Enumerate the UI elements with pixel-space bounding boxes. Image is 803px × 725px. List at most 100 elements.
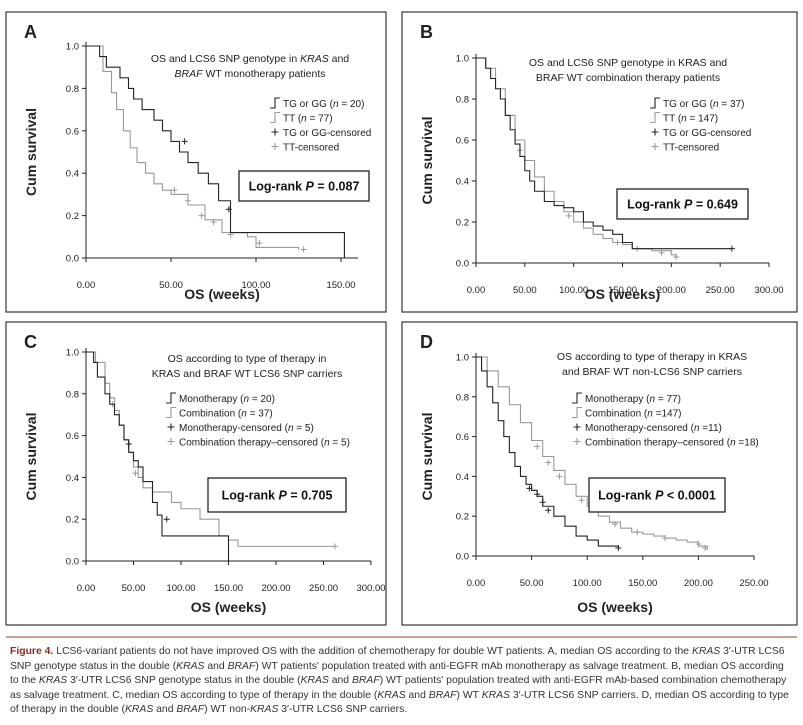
legend-censor-swatch: [167, 423, 175, 431]
chart-panel-c: C 0.0 0.2 0.4 0.6 0.8 1.0 0.00 50.00 100.00 150.00…: [5, 321, 387, 626]
survival-curve: [476, 356, 619, 549]
panel-title-line-1: OS according to type of therapy in: [168, 353, 327, 365]
x-axis-title: OS (weeks): [184, 286, 259, 302]
legend-step-swatch: [166, 406, 176, 419]
censor-mark: [539, 499, 546, 506]
y-axis-title: Cum survival: [23, 108, 39, 196]
x-tick-label: 0.00: [467, 285, 486, 296]
x-tick-label: 50.00: [122, 583, 146, 594]
y-tick-label: 0.8: [456, 392, 469, 403]
legend-censor-swatch: [573, 438, 581, 445]
panel-frame: [401, 321, 798, 626]
x-tick-label: 100.00: [559, 285, 588, 296]
censor-mark: [615, 545, 622, 552]
caption-segment: BRAF: [351, 675, 380, 687]
legend-step-swatch: [166, 392, 176, 404]
censor-mark: [534, 443, 541, 450]
caption-segment: ) WT: [456, 689, 482, 701]
caption-segment: 3′-UTR LCS6 SNP carriers. D, median OS a…: [10, 689, 789, 716]
legend-censor-swatch: [651, 128, 659, 136]
legend-label: Monotherapy-censored (n = 5): [179, 423, 314, 434]
censor-mark: [545, 507, 552, 514]
y-tick-label: 0.0: [456, 552, 469, 563]
panel-title-line-1: OS and LCS6 SNP genotype in KRAS and: [151, 53, 349, 65]
legend-label: TG or GG (n = 20): [283, 99, 364, 110]
y-tick-label: 0.4: [456, 472, 469, 483]
censor-mark: [545, 459, 552, 466]
caption-segment: BRAF: [428, 689, 457, 701]
panel-label: A: [24, 22, 37, 42]
caption-segment: and: [405, 689, 429, 701]
caption-segment: KRAS: [300, 675, 329, 687]
legend-label: TT (n = 147): [663, 114, 718, 125]
censor-mark: [225, 206, 232, 213]
y-tick-label: 0.0: [66, 254, 79, 265]
logrank-text: Log-rank P = 0.705: [222, 489, 333, 503]
x-tick-label: 250.00: [739, 578, 768, 589]
y-tick-label: 0.6: [456, 432, 469, 443]
censor-mark: [256, 240, 263, 247]
legend-label: Combination therapy–censored (n =18): [585, 438, 759, 449]
survival-charts: A 0.0 0.2 0.4 0.6 0.8 1.0 0.00 50.00 100.00 150.00…: [5, 11, 798, 626]
y-tick-label: 0.6: [66, 126, 79, 137]
censor-mark: [534, 491, 541, 498]
caption-segment: KRAS: [176, 660, 205, 672]
caption-figure-label: Figure 4.: [10, 646, 54, 657]
x-axis-title: OS (weeks): [585, 286, 660, 302]
x-tick-label: 0.00: [467, 578, 486, 589]
legend-step-swatch: [650, 111, 660, 124]
legend-label: TG or GG-censored: [283, 128, 371, 139]
caption-segment: BRAF: [176, 704, 205, 716]
x-tick-label: 0.00: [77, 280, 96, 291]
caption-segment: KRAS: [481, 689, 510, 701]
censor-mark: [163, 516, 170, 523]
legend-censor-swatch: [167, 438, 175, 445]
legend-censor-swatch: [271, 128, 279, 136]
legend-step-swatch: [572, 392, 582, 404]
panel-label: B: [420, 22, 433, 42]
y-tick-label: 0.0: [66, 557, 79, 568]
censor-mark: [300, 246, 307, 253]
legend-step-swatch: [650, 97, 660, 109]
chart-panel-a: A 0.0 0.2 0.4 0.6 0.8 1.0 0.00 50.00 100.00 150.00…: [5, 11, 387, 313]
legend-censor-swatch: [573, 423, 581, 431]
x-tick-label: 150.00: [326, 280, 355, 291]
censor-mark: [578, 497, 585, 504]
caption-segment: and: [328, 675, 352, 687]
logrank-box: [207, 477, 347, 513]
y-tick-label: 0.4: [66, 169, 79, 180]
survival-curve: [476, 57, 732, 250]
legend-label: TG or GG (n = 37): [663, 99, 744, 110]
caption-segment: KRAS: [124, 704, 154, 716]
caption-segment: ) WT non-: [204, 704, 251, 716]
y-tick-label: 0.2: [66, 515, 79, 526]
x-tick-label: 250.00: [706, 285, 735, 296]
y-tick-label: 0.6: [66, 431, 79, 442]
panel-label: D: [420, 332, 433, 352]
logrank-text: Log-rank P = 0.649: [627, 198, 738, 212]
logrank-box: [238, 170, 370, 202]
x-tick-label: 150.00: [628, 578, 657, 589]
legend-censor-swatch: [651, 143, 659, 150]
y-tick-label: 0.0: [456, 259, 469, 270]
caption-segment: LCS6-variant patients do not have improv…: [53, 646, 692, 657]
y-axis-title: Cum survival: [419, 117, 435, 205]
y-tick-label: 0.8: [66, 389, 79, 400]
x-tick-label: 250.00: [309, 583, 338, 594]
caption-segment: KRAS: [691, 646, 721, 657]
chart-panel-b: B 0.0 0.2 0.4 0.6 0.8 1.0 0.00 50.00 100.00 150.00…: [401, 11, 798, 313]
y-tick-label: 0.8: [456, 95, 469, 106]
chart-panel-d: D 0.0 0.2 0.4 0.6 0.8 1.0 0.00 50.00 100.00 150.00…: [401, 321, 798, 626]
y-tick-label: 0.2: [456, 512, 469, 523]
x-tick-label: 100.00: [241, 280, 270, 291]
x-tick-label: 150.00: [214, 583, 243, 594]
x-axis-title: OS (weeks): [191, 599, 266, 615]
legend-label: Monotherapy (n = 77): [585, 394, 681, 405]
panel-title-line-2: BRAF WT combination therapy patients: [536, 72, 720, 84]
panel-frame: [401, 11, 798, 313]
x-tick-label: 50.00: [520, 578, 544, 589]
x-tick-label: 100.00: [166, 583, 195, 594]
caption-segment: KRAS: [250, 704, 279, 716]
panel-label: C: [24, 332, 37, 352]
